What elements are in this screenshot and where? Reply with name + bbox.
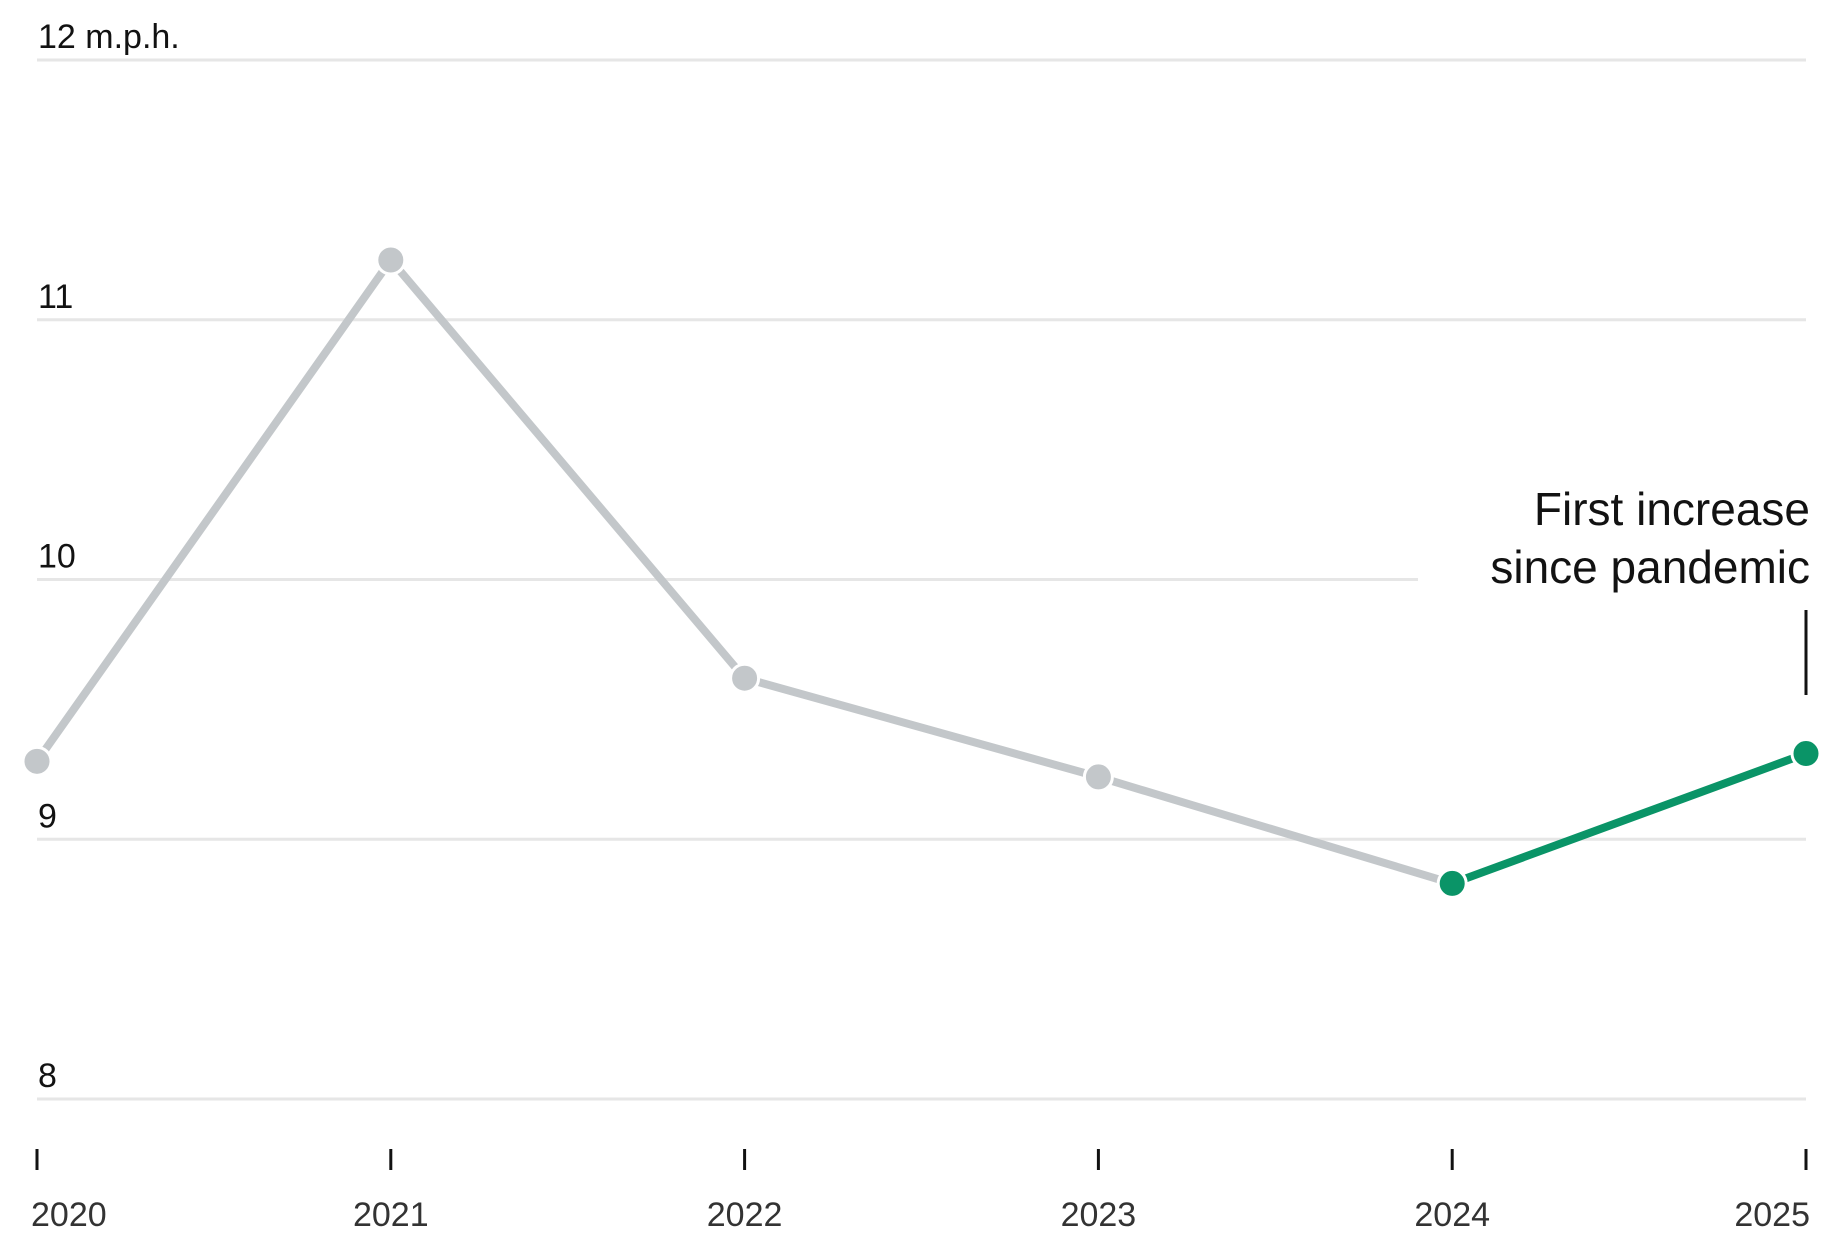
- gridlines: [37, 58, 1806, 1101]
- x-tick-label-2021: 2021: [353, 1196, 429, 1234]
- data-point-2025: [1790, 738, 1822, 770]
- x-tick-label-2024: 2024: [1414, 1196, 1490, 1234]
- annotation: First increase since pandemic: [1490, 483, 1810, 695]
- annotation-line-1: First increase: [1534, 483, 1810, 535]
- annotation-line-2: since pandemic: [1490, 541, 1810, 593]
- x-tick-label-2023: 2023: [1061, 1196, 1137, 1234]
- y-tick-label-8: 8: [38, 1057, 57, 1095]
- y-tick-label-9: 9: [38, 797, 57, 835]
- series-line-base: [33, 256, 1457, 888]
- x-tick-label-2022: 2022: [707, 1196, 783, 1234]
- y-axis-tick-labels: 8 9 10 11 12 m.p.h.: [38, 18, 180, 1095]
- x-axis: 2020 2021 2022 2023 2024 2025: [31, 1149, 1810, 1234]
- x-tick-label-2020: 2020: [31, 1196, 107, 1234]
- x-tick-label-2025: 2025: [1734, 1196, 1810, 1234]
- y-tick-label-12: 12 m.p.h.: [38, 18, 180, 56]
- y-tick-label-11: 11: [38, 278, 73, 316]
- data-points: [21, 244, 1822, 899]
- data-point-2021: [375, 244, 407, 276]
- series-line-highlight: [1448, 749, 1810, 888]
- data-point-2024: [1436, 867, 1468, 899]
- data-point-2023: [1082, 761, 1114, 793]
- data-point-2020: [21, 745, 53, 777]
- y-tick-label-10: 10: [38, 538, 76, 576]
- data-point-2022: [729, 662, 761, 694]
